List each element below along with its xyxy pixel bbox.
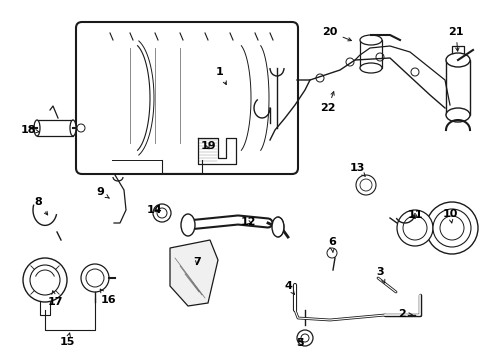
Polygon shape bbox=[170, 240, 218, 306]
Circle shape bbox=[425, 202, 477, 254]
Ellipse shape bbox=[359, 35, 381, 45]
Text: 5: 5 bbox=[296, 338, 303, 348]
Text: 16: 16 bbox=[100, 289, 116, 305]
FancyBboxPatch shape bbox=[76, 22, 297, 174]
Text: 14: 14 bbox=[147, 205, 163, 215]
Ellipse shape bbox=[445, 53, 469, 67]
Circle shape bbox=[301, 334, 308, 342]
Text: 15: 15 bbox=[59, 333, 75, 347]
Text: 19: 19 bbox=[200, 141, 215, 151]
Ellipse shape bbox=[181, 214, 195, 236]
Text: 3: 3 bbox=[375, 267, 384, 283]
Circle shape bbox=[326, 248, 336, 258]
Circle shape bbox=[439, 216, 463, 240]
Text: 13: 13 bbox=[348, 163, 365, 176]
Text: 1: 1 bbox=[216, 67, 226, 85]
Circle shape bbox=[81, 264, 109, 292]
Circle shape bbox=[296, 330, 312, 346]
Text: 7: 7 bbox=[193, 257, 201, 267]
Text: 10: 10 bbox=[442, 209, 457, 223]
Circle shape bbox=[355, 175, 375, 195]
Circle shape bbox=[402, 216, 426, 240]
Circle shape bbox=[30, 265, 60, 295]
Circle shape bbox=[153, 204, 171, 222]
Circle shape bbox=[432, 209, 470, 247]
Text: 17: 17 bbox=[47, 291, 62, 307]
Text: 6: 6 bbox=[327, 237, 335, 253]
Text: 9: 9 bbox=[96, 187, 109, 198]
Bar bbox=[411, 223, 420, 233]
Text: 12: 12 bbox=[240, 217, 255, 227]
Bar bbox=[37, 120, 73, 136]
Text: 18: 18 bbox=[20, 125, 39, 135]
Text: 8: 8 bbox=[34, 197, 48, 215]
Circle shape bbox=[396, 210, 432, 246]
Circle shape bbox=[157, 208, 167, 218]
Bar bbox=[445, 60, 469, 115]
Text: 2: 2 bbox=[397, 309, 411, 319]
Text: 4: 4 bbox=[284, 281, 294, 294]
Text: 11: 11 bbox=[407, 210, 422, 220]
Circle shape bbox=[86, 269, 104, 287]
Ellipse shape bbox=[445, 108, 469, 122]
Text: 21: 21 bbox=[447, 27, 463, 51]
Ellipse shape bbox=[70, 120, 76, 136]
Ellipse shape bbox=[359, 63, 381, 73]
Circle shape bbox=[23, 258, 67, 302]
Circle shape bbox=[359, 179, 371, 191]
Text: 22: 22 bbox=[320, 92, 335, 113]
Circle shape bbox=[77, 124, 85, 132]
Ellipse shape bbox=[271, 217, 284, 237]
Text: 20: 20 bbox=[322, 27, 351, 41]
Ellipse shape bbox=[34, 120, 40, 136]
Bar bbox=[359, 40, 381, 68]
